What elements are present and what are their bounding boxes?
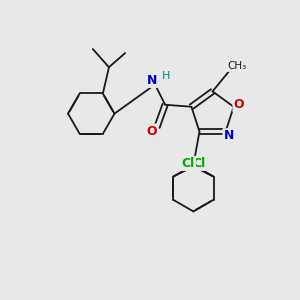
Text: N: N <box>147 74 157 87</box>
Text: Cl: Cl <box>182 157 195 170</box>
Text: Cl: Cl <box>192 157 205 170</box>
Text: O: O <box>147 124 157 137</box>
Text: O: O <box>233 98 244 111</box>
Text: H: H <box>162 71 170 81</box>
Text: N: N <box>224 129 234 142</box>
Text: CH₃: CH₃ <box>227 61 246 71</box>
